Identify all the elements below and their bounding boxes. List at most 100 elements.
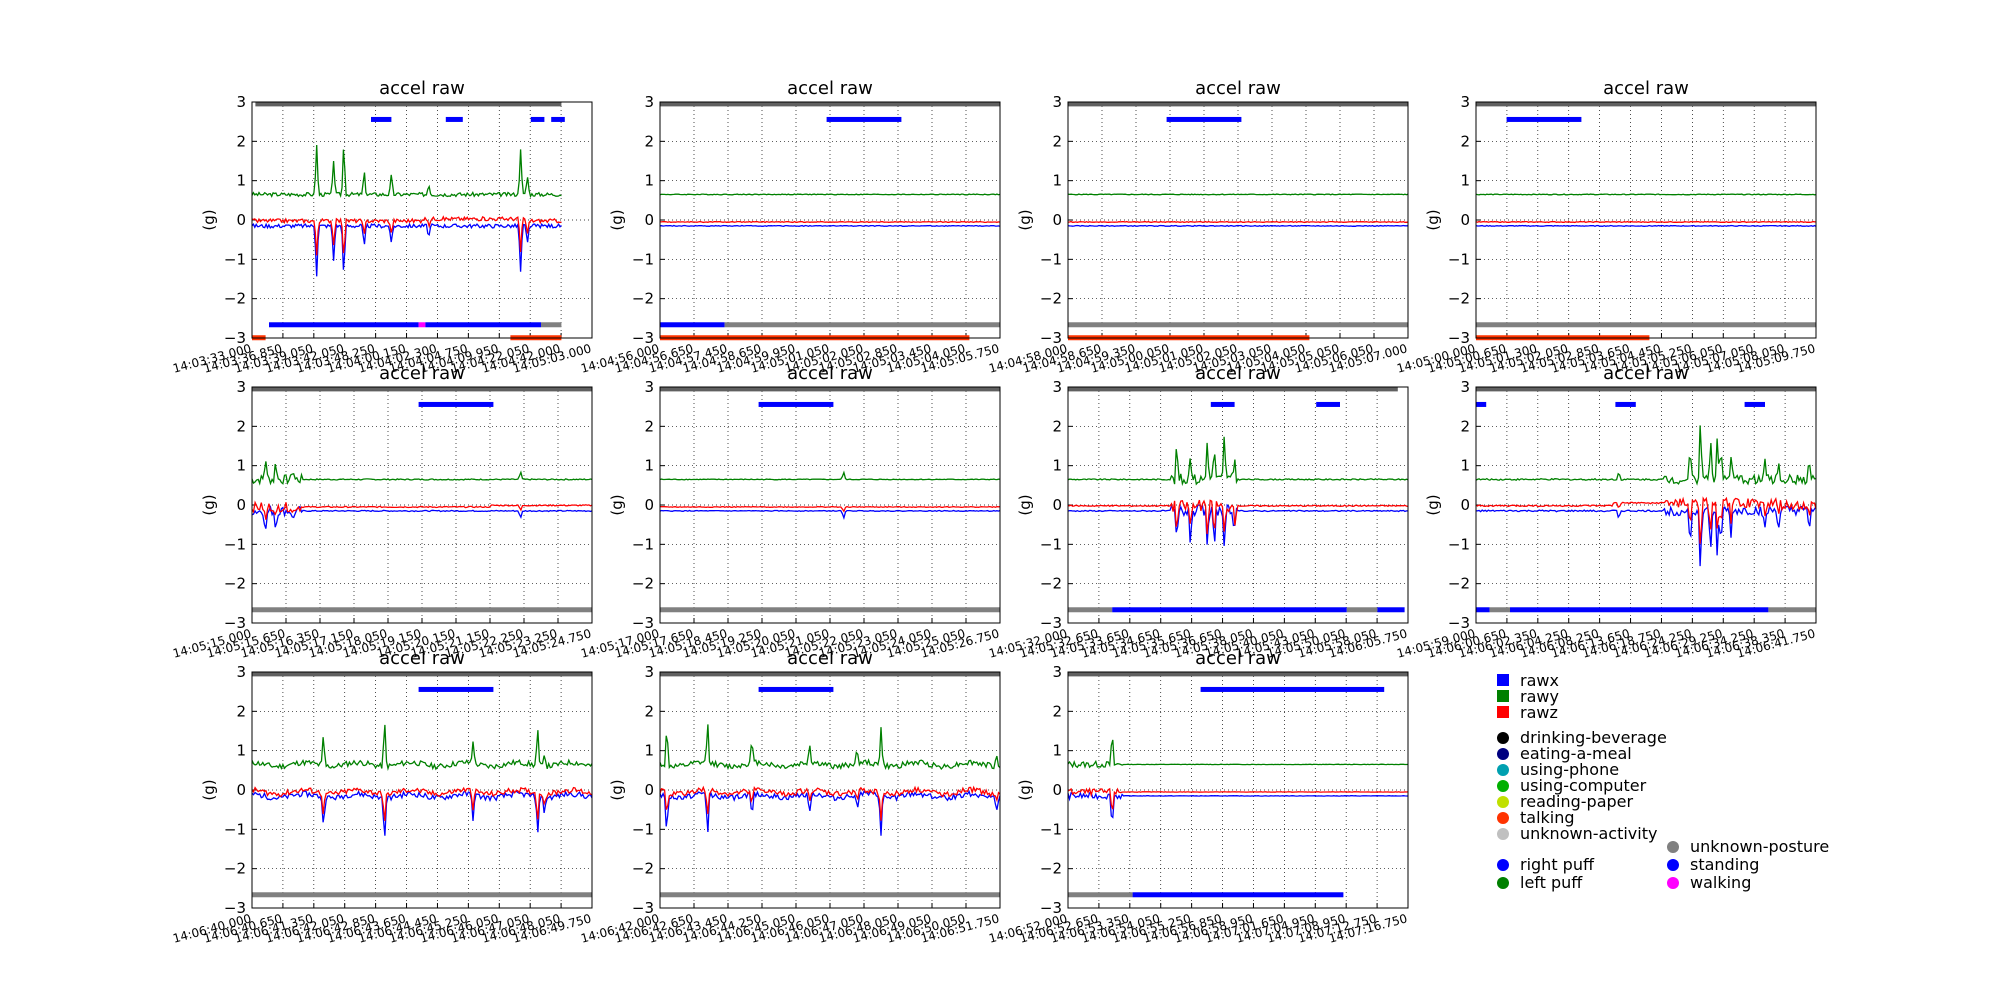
series-rawx: [1475, 224, 1817, 228]
chart-panel: accel raw(g)3210−1−2−314:03:33.00014:03:…: [171, 78, 593, 376]
y-tick-label: 1: [236, 172, 246, 190]
y-tick-label: −1: [1448, 535, 1470, 553]
chart-title: accel raw: [1195, 648, 1281, 669]
posture-bar-posture_unknown: [1768, 607, 1816, 613]
puff-bar: [1744, 401, 1765, 407]
y-tick-label: −1: [224, 535, 246, 553]
y-tick-label: 0: [1460, 496, 1470, 514]
series-rawz: [659, 785, 1001, 821]
chart-title: accel raw: [379, 363, 465, 384]
posture-bar-posture_unknown: [1068, 607, 1113, 613]
timeline-bar-top: [252, 672, 592, 677]
y-tick-label: 2: [1460, 417, 1470, 435]
y-axis-label: (g): [608, 209, 626, 230]
series-rawy: [659, 724, 1001, 771]
chart-panel: accel raw(g)3210−1−2−314:04:58.00014:04:…: [987, 78, 1409, 376]
legend-marker-rawx: [1497, 674, 1509, 686]
y-tick-label: 2: [644, 417, 654, 435]
legend-marker-unknown-activity: [1497, 828, 1509, 840]
legend-label-talking: talking: [1520, 808, 1575, 827]
y-tick-label: 0: [1052, 781, 1062, 799]
series-rawz: [660, 220, 1001, 224]
legend-label-using-computer: using-computer: [1520, 776, 1647, 795]
posture-bar-posture_unknown: [252, 892, 592, 898]
timeline-bar-top: [660, 387, 1000, 392]
posture-bar-standing: [660, 322, 725, 328]
y-tick-label: −3: [224, 614, 246, 632]
legend-marker-using-computer: [1497, 780, 1509, 792]
series-rawz: [1067, 499, 1409, 535]
chart-title: accel raw: [379, 78, 465, 99]
chart-title: accel raw: [787, 363, 873, 384]
y-tick-label: 1: [644, 172, 654, 190]
y-tick-label: −3: [224, 899, 246, 917]
y-tick-label: 3: [1052, 93, 1062, 111]
series-rawz: [1067, 220, 1409, 224]
series-rawy: [1067, 193, 1409, 196]
legend-marker-standing: [1667, 859, 1679, 871]
legend-marker-talking: [1497, 812, 1509, 824]
y-axis-label: (g): [1016, 209, 1034, 230]
axes-frame: [251, 101, 593, 339]
series-rawx: [1067, 791, 1408, 819]
posture-bar-posture_unknown: [541, 322, 562, 328]
y-tick-label: 3: [236, 378, 246, 396]
y-tick-label: 3: [1052, 663, 1062, 681]
chart-panel: accel raw(g)3210−1−2−314:06:42.00014:06:…: [579, 648, 1001, 946]
y-tick-label: −2: [1040, 575, 1062, 593]
y-tick-label: 3: [236, 663, 246, 681]
y-tick-label: −2: [632, 575, 654, 593]
posture-bar-standing: [269, 322, 419, 328]
series-rawy: [659, 470, 1001, 481]
legend-marker-left-puff: [1497, 877, 1509, 889]
series-rawy: [1475, 425, 1817, 486]
axes-frame: [1067, 101, 1409, 339]
timeline-bar-top: [255, 102, 562, 107]
posture-bar-standing: [1377, 607, 1405, 613]
legend-marker-rawy: [1497, 690, 1509, 702]
timeline-bar-top: [1476, 102, 1816, 107]
legend-label-using-phone: using-phone: [1520, 760, 1619, 779]
y-tick-label: −2: [1040, 860, 1062, 878]
posture-bar-standing: [1132, 892, 1344, 898]
puff-bar: [551, 116, 565, 122]
chart-title: accel raw: [1195, 78, 1281, 99]
puff-bar: [1506, 116, 1582, 122]
posture-bar-posture_unknown: [1346, 607, 1378, 613]
y-tick-label: 3: [1460, 93, 1470, 111]
chart-panel: accel raw(g)3210−1−2−314:05:00.00014:05:…: [1395, 78, 1817, 376]
y-tick-label: 3: [1460, 378, 1470, 396]
y-tick-label: −2: [632, 290, 654, 308]
series-rawy: [1067, 739, 1409, 769]
y-axis-label: (g): [1424, 494, 1442, 515]
y-tick-label: 1: [1052, 742, 1062, 760]
posture-bar-posture_unknown: [252, 607, 592, 613]
chart-panel: accel raw(g)3210−1−2−314:05:15.00014:05:…: [171, 363, 593, 661]
series-rawx: [251, 790, 593, 836]
y-tick-label: 3: [236, 93, 246, 111]
chart-panel: accel raw(g)3210−1−2−314:04:56.00014:04:…: [579, 78, 1001, 376]
posture-bar-standing: [1112, 607, 1347, 613]
y-tick-label: 2: [1052, 417, 1062, 435]
posture-bar-posture_unknown: [1489, 607, 1510, 613]
series-rawz: [251, 786, 593, 821]
y-tick-label: 2: [644, 702, 654, 720]
legend-marker-eating-a-meal: [1497, 748, 1509, 760]
posture-bar-standing: [1476, 607, 1490, 613]
y-tick-label: 2: [236, 132, 246, 150]
puff-bar: [371, 116, 392, 122]
chart-panel: accel raw(g)3210−1−2−314:05:17.00014:05:…: [579, 363, 1001, 661]
axes-frame: [251, 671, 593, 909]
chart-title: accel raw: [787, 78, 873, 99]
y-tick-label: 2: [1052, 132, 1062, 150]
y-tick-label: −1: [1448, 250, 1470, 268]
y-tick-label: 0: [1052, 496, 1062, 514]
chart-panel: accel raw(g)3210−1−2−314:06:52.00014:06:…: [987, 648, 1409, 946]
legend-label-rawx: rawx: [1520, 671, 1559, 690]
legend-marker-walking: [1667, 877, 1679, 889]
axes-frame: [1067, 671, 1409, 909]
series-rawx: [251, 505, 593, 529]
y-tick-label: −1: [1040, 535, 1062, 553]
series-rawz: [251, 215, 562, 256]
